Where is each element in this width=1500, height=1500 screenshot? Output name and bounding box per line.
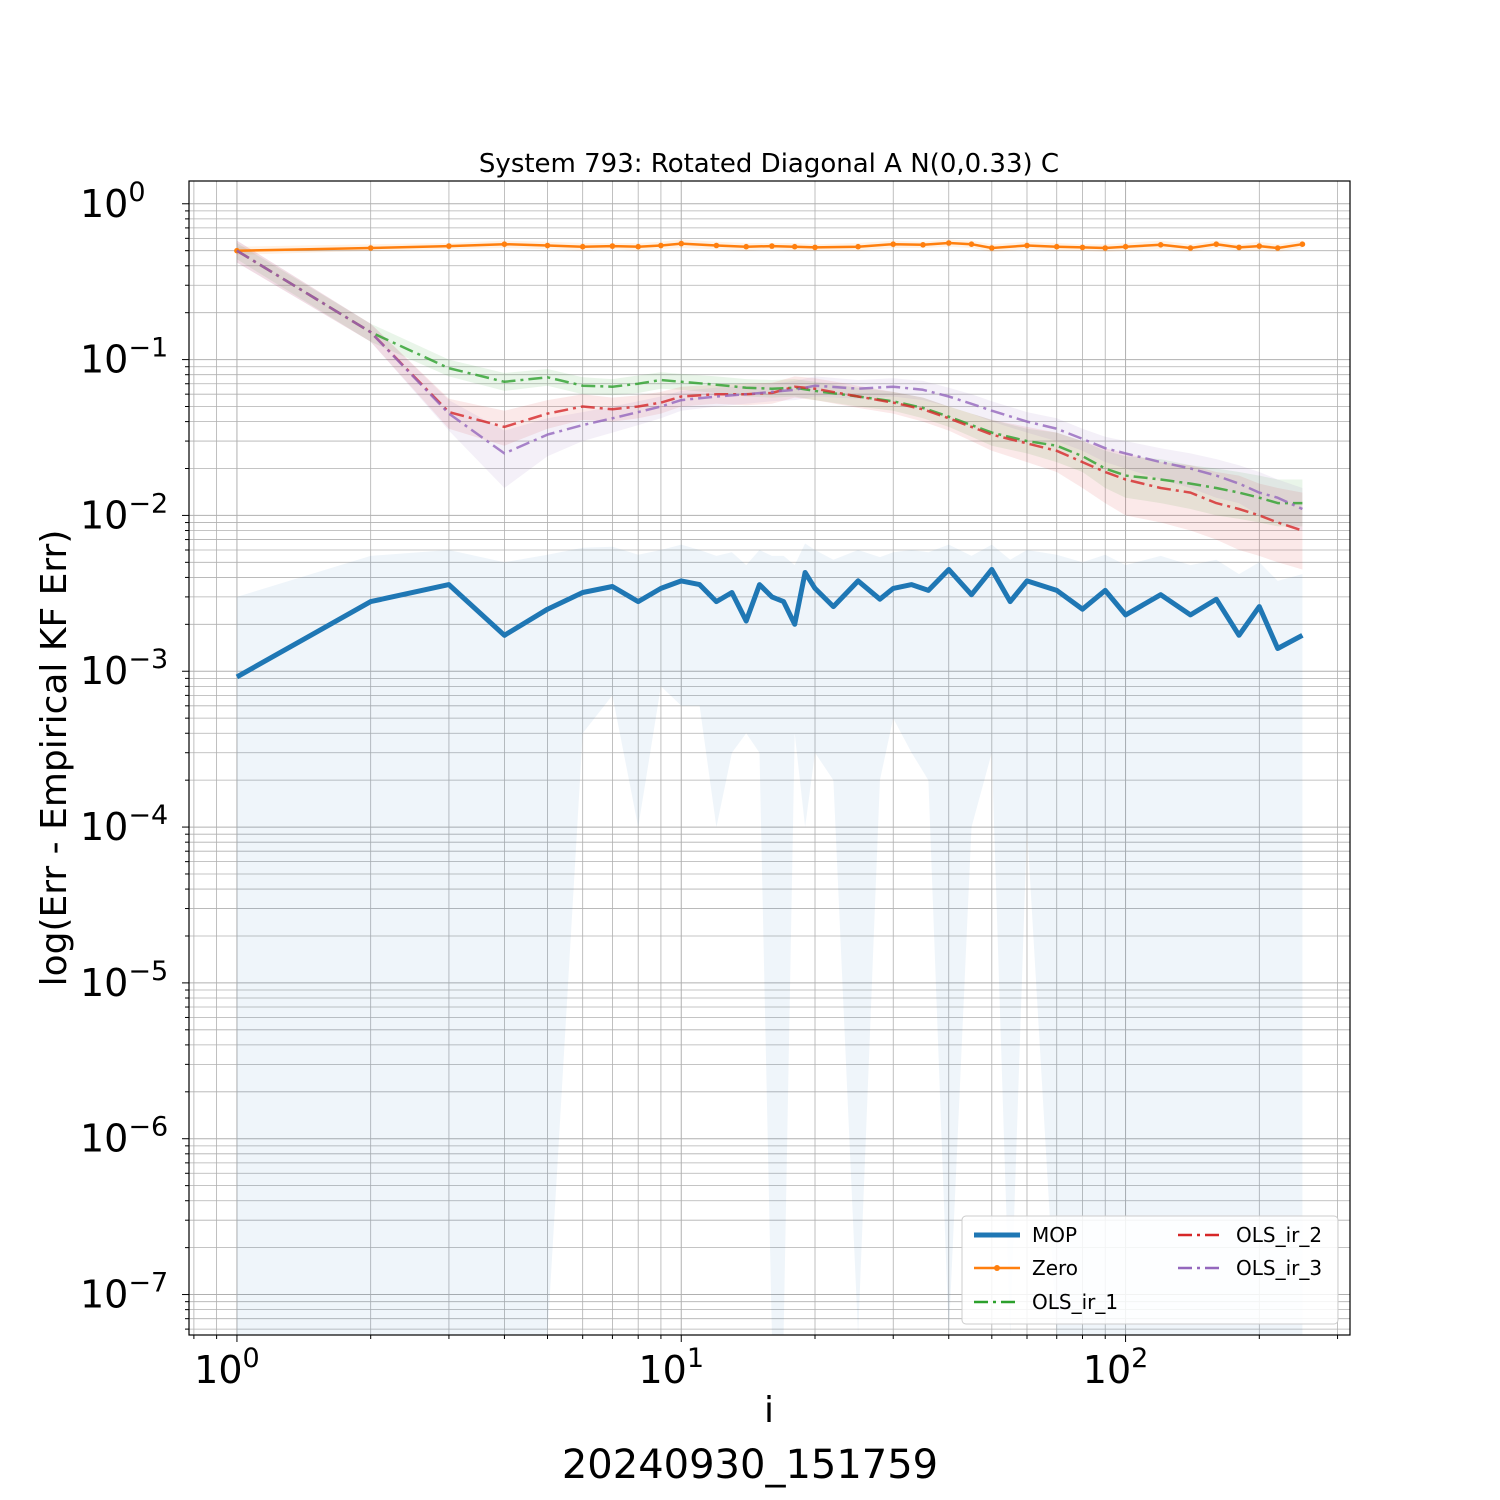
- marker-zero: [501, 241, 508, 247]
- band-ols_ir_3: [236, 240, 1303, 531]
- band-ols_ir_1: [236, 243, 1303, 527]
- chart-title: System 793: Rotated Diagonal A N(0,0.33)…: [479, 149, 1059, 179]
- x-axis-label: i: [764, 1390, 774, 1431]
- x-tick-label: 102: [1083, 1343, 1149, 1392]
- marker-zero: [812, 244, 818, 251]
- marker-zero: [1053, 243, 1060, 250]
- marker-zero: [1102, 245, 1108, 251]
- marker-zero: [968, 241, 975, 247]
- legend-box: [961, 1215, 1339, 1325]
- y-tick-label: 10−5: [80, 956, 168, 1005]
- marker-zero: [946, 240, 952, 246]
- series-line-mop: [235, 567, 1304, 680]
- marker-zero: [855, 243, 861, 250]
- plot-frame: [188, 180, 1351, 1336]
- marker-zero: [1157, 242, 1164, 248]
- series-line-ols_ir_3: [236, 249, 1303, 511]
- marker-zero: [743, 243, 749, 250]
- x-tick-label: 101: [638, 1343, 704, 1392]
- marker-zero: [713, 242, 720, 249]
- marker-zero: [446, 243, 452, 249]
- legend-label-zero: Zero: [1032, 1256, 1078, 1280]
- band-ols_ir_2: [236, 240, 1303, 570]
- marker-zero: [658, 242, 664, 249]
- marker-zero: [769, 243, 775, 249]
- marker-zero: [1256, 243, 1263, 249]
- marker-zero: [1274, 245, 1281, 251]
- y-tick-label: 10−4: [80, 800, 168, 849]
- marker-zero: [1299, 241, 1306, 247]
- legend-marker-zero: [994, 1265, 1000, 1271]
- y-tick-label: 100: [80, 177, 146, 226]
- marker-zero: [1236, 244, 1242, 251]
- marker-zero: [890, 241, 896, 247]
- x-tick-label: 100: [194, 1343, 260, 1392]
- legend-label-ols_ir_3: OLS_ir_3: [1236, 1256, 1322, 1280]
- x-axis-ticks: 100 101 102: [193, 1335, 1339, 1392]
- marker-zero: [579, 243, 586, 250]
- footer-timestamp: 20240930_151759: [562, 1442, 938, 1488]
- marker-zero: [1213, 241, 1220, 247]
- grid: [189, 181, 1350, 1335]
- marker-zero: [1187, 245, 1194, 251]
- marker-zero: [609, 243, 616, 249]
- band-mop: [236, 543, 1303, 1335]
- marker-zero: [1079, 244, 1086, 251]
- marker-zero: [920, 242, 926, 248]
- marker-zero: [635, 243, 641, 250]
- marker-zero: [791, 243, 798, 250]
- y-tick-label: 10−7: [80, 1268, 168, 1317]
- legend-label-mop: MOP: [1032, 1223, 1077, 1247]
- series-line-ols_ir_1: [236, 249, 1303, 505]
- legend: MOP Zero OLS_ir_1 OLS_ir_2 OLS_ir_3: [961, 1215, 1339, 1325]
- marker-zero: [367, 245, 374, 251]
- marker-zero: [544, 242, 551, 249]
- marker-zero: [989, 245, 995, 251]
- marker-zero: [678, 240, 685, 247]
- y-tick-label: 10−6: [80, 1112, 168, 1161]
- y-tick-label: 10−1: [80, 333, 168, 382]
- y-axis-label: log(Err - Empirical KF Err): [34, 530, 75, 987]
- marker-zero: [1024, 242, 1030, 249]
- legend-label-ols_ir_2: OLS_ir_2: [1236, 1223, 1322, 1247]
- marker-zero: [1122, 243, 1129, 250]
- y-axis-ticks: 100 10−1 10−2 10−3 10−4 10−5 10−6 10−7: [80, 177, 189, 1330]
- y-tick-label: 10−2: [80, 488, 168, 537]
- y-tick-label: 10−3: [80, 644, 168, 693]
- series-lines: [234, 240, 1306, 680]
- series-line-ols_ir_2: [236, 249, 1303, 532]
- legend-label-ols_ir_1: OLS_ir_1: [1032, 1290, 1118, 1314]
